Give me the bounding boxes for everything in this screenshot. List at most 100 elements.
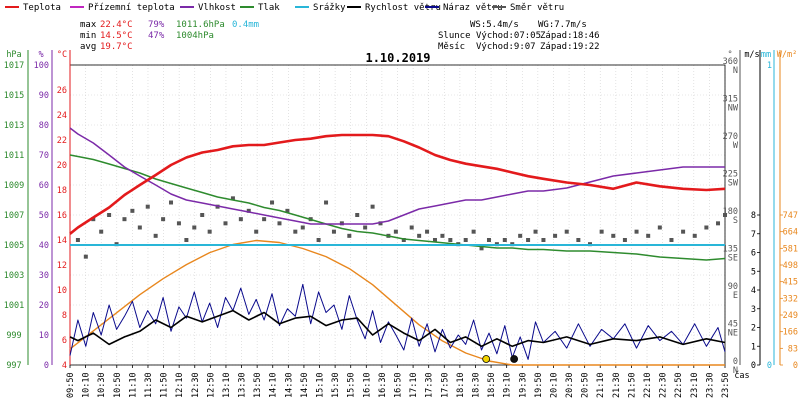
series-naraz-vetru	[69, 283, 726, 360]
wind-direction-point	[176, 221, 181, 226]
x-tick-label: 15:10	[316, 372, 326, 398]
stat-moon-label: Měsíc	[438, 42, 465, 52]
chart-title: 1.10.2019	[365, 51, 430, 65]
wind-direction-point	[91, 217, 96, 222]
dir-tick-label: 90	[728, 282, 738, 292]
legend-label: Směr větru	[510, 3, 564, 13]
hpa-tick-label: 999	[6, 331, 21, 341]
x-tick-label: 11:10	[128, 372, 138, 398]
wind-direction-point	[277, 221, 282, 226]
wm2-tick-label: 83	[788, 344, 798, 354]
legend-label: Tlak	[258, 3, 280, 13]
wind-direction-point	[246, 208, 251, 213]
x-tick-label: 18:10	[456, 372, 466, 398]
stat-sun-rise: Východ:07:05	[476, 31, 541, 41]
wind-direction-point	[262, 217, 267, 222]
wind-direction-point	[533, 229, 538, 234]
stat-avg-temp: 19.7°C	[100, 42, 133, 52]
axis-unit-ms: m/s	[744, 50, 759, 60]
x-tick-label: 10:30	[97, 372, 107, 398]
wind-direction-point	[576, 238, 581, 242]
x-tick-label: 21:30	[612, 372, 622, 398]
pct-tick-label: 20	[39, 301, 49, 311]
dir-name-label: NE	[728, 329, 738, 339]
pct-tick-label: 70	[39, 151, 49, 161]
wind-direction-point	[363, 225, 368, 230]
marker-point	[510, 355, 519, 363]
x-tick-label: 23:10	[690, 372, 700, 398]
wind-direction-point	[130, 208, 135, 213]
pct-tick-label: 30	[39, 271, 49, 281]
axis-unit-wm2: W/m²	[777, 50, 797, 60]
wm2-tick-label: 747	[783, 211, 798, 221]
x-tick-label: 14:50	[300, 372, 310, 398]
x-tick-label: 14:10	[269, 372, 279, 398]
marker-point	[482, 355, 491, 363]
series-rychlost-vetru	[69, 309, 726, 348]
wind-direction-point	[254, 229, 259, 234]
axis-unit-mm: mm	[761, 50, 771, 60]
series-layer	[69, 127, 727, 366]
hpa-tick-label: 1013	[4, 121, 24, 131]
axis-unit-pct: %	[38, 50, 43, 60]
wind-direction-point	[425, 229, 430, 234]
x-tick-label: 16:10	[362, 372, 372, 398]
wind-direction-point	[370, 204, 375, 209]
wind-direction-point	[486, 238, 491, 242]
dir-name-label: SW	[728, 179, 739, 189]
x-tick-label: 14:30	[284, 372, 294, 398]
x-tick-label: 22:30	[659, 372, 669, 398]
wind-direction-point	[526, 238, 531, 242]
degc-tick-label: 24	[57, 111, 67, 121]
hpa-tick-label: 1001	[4, 301, 24, 311]
wind-direction-point	[378, 221, 383, 226]
degc-tick-label: 16	[57, 211, 67, 221]
pct-tick-label: 90	[39, 91, 49, 101]
wind-direction-point	[200, 213, 205, 217]
pct-tick-label: 80	[39, 121, 49, 131]
wm2-tick-label: 332	[783, 294, 798, 304]
ms-tick-label: 2	[751, 324, 756, 334]
wind-direction-point	[716, 221, 721, 226]
degc-tick-label: 10	[57, 286, 67, 296]
x-tick-label: 12:30	[191, 372, 201, 398]
degc-tick-label: 8	[62, 311, 67, 321]
x-tick-label: 15:30	[331, 372, 341, 398]
x-tick-label: 18:50	[487, 372, 497, 398]
wind-direction-point	[107, 213, 112, 217]
wm2-tick-label: 415	[783, 278, 798, 288]
wind-direction-point	[564, 229, 569, 234]
ms-tick-label: 4	[751, 286, 756, 296]
wind-direction-point	[479, 246, 484, 251]
x-tick-label: 19:50	[534, 372, 544, 398]
hpa-tick-label: 1007	[4, 211, 24, 221]
hpa-tick-label: 1005	[4, 241, 24, 251]
dir-tick-label: 315	[723, 95, 738, 105]
stat-min-hum: 47%	[148, 31, 165, 41]
degc-tick-label: 26	[57, 86, 67, 96]
wind-direction-point	[692, 233, 697, 238]
wind-direction-point	[657, 225, 662, 230]
wind-direction-point	[471, 229, 476, 234]
x-tick-label: 17:50	[440, 372, 450, 398]
wind-direction-point	[192, 225, 197, 230]
degc-tick-label: 14	[57, 236, 67, 246]
stat-max-hum: 79%	[148, 20, 165, 30]
wind-direction-point	[169, 200, 174, 205]
wm2-tick-label: 498	[783, 261, 798, 271]
stat-max-press: 1011.6hPa	[176, 20, 225, 30]
x-tick-label: 13:10	[222, 372, 232, 398]
wind-direction-point	[723, 213, 727, 217]
stat-sun-label: Slunce	[438, 31, 471, 41]
dir-name-label: SE	[728, 254, 738, 264]
axis-unit-time: čas	[734, 370, 749, 381]
hpa-tick-label: 1009	[4, 181, 24, 191]
wind-direction-point	[238, 217, 243, 222]
dir-tick-label: 180	[723, 207, 738, 217]
wind-direction-point	[502, 238, 507, 242]
legend-label: Náraz větru	[443, 3, 503, 13]
x-tick-label: 18:30	[471, 372, 481, 398]
pct-tick-label: 60	[39, 181, 49, 191]
wind-direction-point	[611, 233, 616, 238]
